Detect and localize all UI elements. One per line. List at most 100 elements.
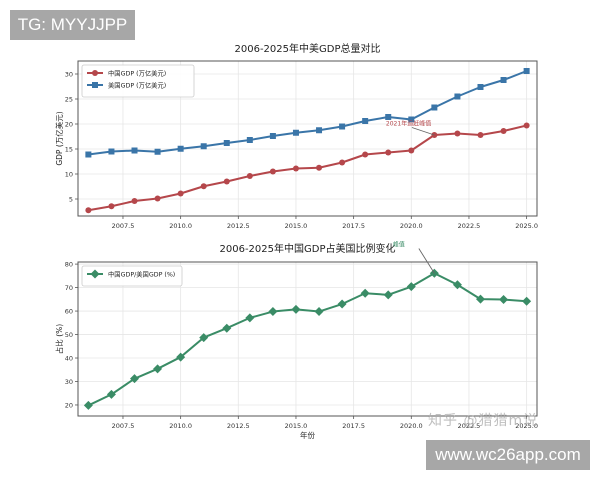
data-point [154,148,161,155]
gdp-ratio-chart: 2006-2025年中国GDP占美国比例变化 2007.5 2010.0 2012.5… [54,241,538,440]
data-point [154,195,161,202]
data-point [500,77,507,83]
data-point [292,129,299,136]
x-tick-label: 2022.5 [458,222,481,230]
data-point [408,147,415,154]
data-point [108,203,115,210]
data-point [131,198,138,204]
y-tick-label: 70 [65,284,73,292]
data-point [223,178,230,185]
legend: 中国GDP/美国GDP (%) [81,265,183,287]
data-point [269,133,276,139]
data-point [316,164,323,171]
bottom-right-watermark: www.wc26app.com [426,440,590,470]
x-tick-label: 2025.0 [515,222,538,230]
data-point [385,149,392,156]
y-tick-label: 50 [65,331,73,339]
data-point [316,127,323,134]
zhihu-watermark: 知乎 @猎猎m说 [428,413,539,429]
data-point [85,151,92,158]
data-point [385,114,392,120]
data-point [130,374,140,384]
y-tick-label: 25 [65,96,73,104]
data-point [475,294,485,304]
y-tick-label: 10 [65,171,73,179]
y-axis-label: 占比 (%) [54,324,64,354]
y-tick-label: 60 [65,308,73,316]
data-point [268,307,278,317]
data-point [269,168,276,175]
series-line [88,70,527,156]
legend-marker [92,82,98,88]
legend-label: 美国GDP (万亿美元) [108,81,166,90]
data-point [500,128,507,134]
data-point [200,183,207,190]
data-point [106,389,116,399]
data-point [292,165,299,172]
y-tick-label: 40 [65,355,73,363]
x-tick-label: 2017.5 [342,422,365,430]
legend-marker [90,269,100,279]
x-axis-label: 年份 [300,430,315,440]
annotation-arrow [418,248,435,274]
series-line [87,272,527,407]
data-point [477,132,484,138]
legend-label: 中国GDP/美国GDP (%) [108,270,175,279]
annotation-text: 2021年追赶峰值 [386,120,431,128]
data-point [523,122,530,129]
chart-title: 2006-2025年中美GDP总量对比 [235,42,381,55]
y-axis-label: GDP (万亿美元) [54,111,64,165]
data-point [431,104,438,111]
x-tick-label: 2007.5 [112,422,135,430]
y-tick-label: 30 [65,71,73,79]
data-point [177,145,184,152]
data-point [454,93,461,100]
data-point [383,290,393,300]
data-point [83,400,93,410]
x-tick-label: 2007.5 [112,222,135,230]
legend-label: 中国GDP (万亿美元) [108,69,166,78]
x-tick-label: 2012.5 [227,422,250,430]
data-point [176,352,186,362]
x-tick-label: 2010.0 [169,422,192,430]
legend-marker [92,70,98,76]
y-tick-label: 20 [65,401,73,409]
annotation-arrow [411,127,435,136]
data-point [291,304,301,314]
data-point [199,333,209,343]
chart-title: 2006-2025年中国GDP占美国比例变化 [220,242,396,255]
data-point [477,84,484,90]
data-point [200,143,207,150]
annotation-text: 峰值 [393,241,405,249]
data-point [499,295,509,305]
x-tick-label: 2025.0 [515,422,538,430]
legend: 中国GDP (万亿美元) 美国GDP (万亿美元) [81,64,195,98]
data-point [177,190,184,197]
x-tick-label: 2015.0 [285,422,308,430]
x-tick-label: 2022.5 [458,422,481,430]
data-point [522,296,532,306]
y-tick-label: 20 [65,121,73,129]
data-point [337,299,347,309]
y-tick-label: 80 [65,261,73,269]
data-point [222,323,232,333]
x-tick-label: 2015.0 [285,222,308,230]
data-point [362,151,369,158]
x-tick-label: 2012.5 [227,222,250,230]
data-point [246,137,253,143]
data-point [314,307,324,317]
top-left-watermark: TG: MYYJJPP [10,10,135,40]
plot-frame [77,60,538,217]
x-tick-label: 2020.0 [400,422,423,430]
data-point [523,68,530,74]
data-point [85,207,92,214]
x-tick-label: 2010.0 [169,222,192,230]
data-point [246,173,253,179]
data-point [452,280,462,290]
data-point [362,118,369,124]
data-point [339,123,346,130]
data-point [223,140,230,146]
data-point [153,364,163,374]
